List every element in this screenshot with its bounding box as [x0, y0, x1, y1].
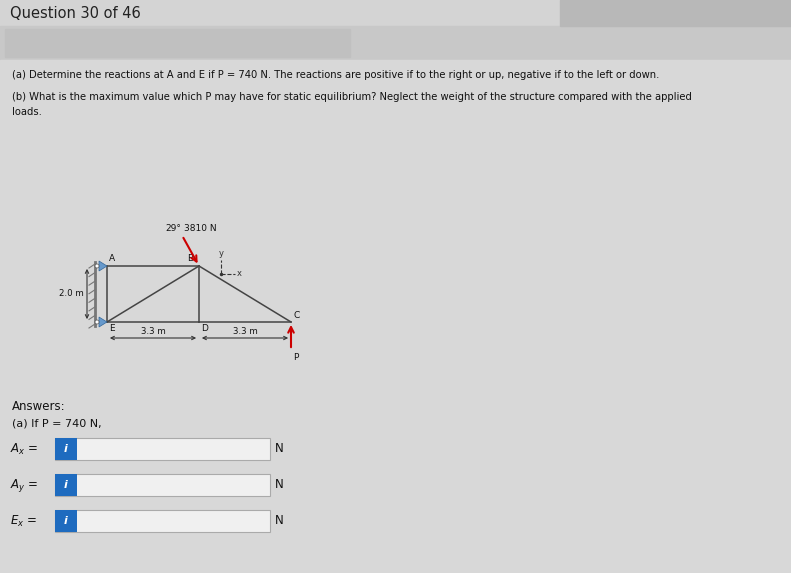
Text: N: N	[275, 442, 284, 456]
Text: 3.3 m: 3.3 m	[141, 327, 165, 336]
Text: 3.3 m: 3.3 m	[233, 327, 257, 336]
Circle shape	[95, 264, 99, 268]
Bar	[55, 510, 270, 532]
Bar	[0, 60, 791, 573]
Polygon shape	[99, 261, 107, 271]
Text: 29°: 29°	[165, 225, 181, 233]
Text: P: P	[293, 353, 298, 362]
Bar	[0, 0, 791, 26]
Text: E: E	[109, 324, 115, 333]
Text: $A_{x}$ =: $A_{x}$ =	[10, 441, 38, 457]
Text: y: y	[218, 249, 224, 258]
Text: loads.: loads.	[12, 107, 42, 117]
Polygon shape	[99, 317, 107, 327]
Bar	[55, 438, 270, 460]
Text: 3810 N: 3810 N	[184, 225, 217, 233]
Text: D: D	[201, 324, 208, 333]
Bar	[55, 438, 77, 460]
Text: (a) Determine the reactions at A and E if P = 740 N. The reactions are positive : (a) Determine the reactions at A and E i…	[12, 70, 660, 80]
Text: i: i	[64, 444, 68, 454]
Bar	[55, 510, 77, 532]
Text: N: N	[275, 515, 284, 528]
Text: A: A	[109, 254, 115, 263]
Bar	[55, 474, 77, 496]
Text: Question 30 of 46: Question 30 of 46	[10, 6, 141, 21]
Text: x: x	[237, 269, 242, 278]
Text: C: C	[293, 311, 299, 320]
Text: $E_{x}$ =: $E_{x}$ =	[10, 513, 37, 528]
Text: B: B	[187, 254, 193, 263]
Text: (b) What is the maximum value which P may have for static equilibrium? Neglect t: (b) What is the maximum value which P ma…	[12, 92, 692, 102]
Text: 2.0 m: 2.0 m	[59, 289, 84, 299]
Text: $A_{y}$ =: $A_{y}$ =	[10, 477, 38, 493]
Bar	[55, 474, 270, 496]
Text: i: i	[64, 516, 68, 526]
Bar	[0, 26, 791, 60]
Circle shape	[95, 320, 99, 324]
Text: (a) If P = 740 N,: (a) If P = 740 N,	[12, 418, 101, 428]
Text: i: i	[64, 480, 68, 490]
Text: Answers:: Answers:	[12, 400, 66, 413]
Bar	[5, 29, 350, 57]
Text: N: N	[275, 478, 284, 492]
Bar	[560, 0, 791, 26]
